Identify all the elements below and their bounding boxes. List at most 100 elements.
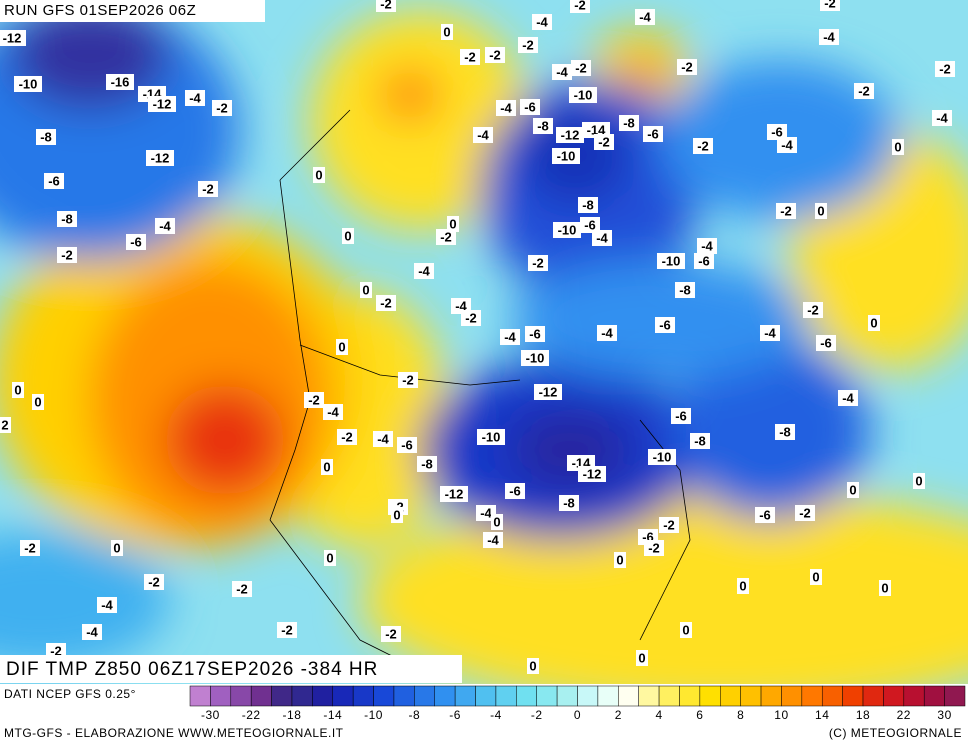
contour-label-box bbox=[520, 99, 540, 115]
contour-label: -12 bbox=[539, 384, 558, 399]
colorbar-cell bbox=[801, 685, 823, 707]
contour-label: 0 bbox=[315, 167, 322, 182]
contour-label: -4 bbox=[823, 29, 835, 44]
contour-label-box bbox=[144, 574, 164, 590]
contour-label: 0 bbox=[344, 228, 351, 243]
colorbar-cell bbox=[679, 685, 701, 707]
contour-label: 0 bbox=[616, 552, 623, 567]
colorbar-cell bbox=[352, 685, 374, 707]
contour-label-box bbox=[521, 350, 549, 366]
contour-label-box bbox=[477, 429, 505, 445]
contour-label-box bbox=[97, 597, 117, 613]
contour-label-box bbox=[473, 127, 493, 143]
contour-label: -10 bbox=[558, 222, 577, 237]
contour-label: -12 bbox=[3, 30, 22, 45]
contour-label: -2 bbox=[385, 626, 397, 641]
run-label: RUN GFS 01SEP2026 06Z bbox=[4, 2, 196, 19]
contour-label: -2 bbox=[202, 181, 214, 196]
contour-label: -6 bbox=[642, 529, 654, 544]
contour-label-box bbox=[398, 372, 418, 388]
contour-label-box bbox=[570, 0, 590, 13]
contour-label-box bbox=[304, 392, 324, 408]
contour-label-box bbox=[436, 229, 456, 245]
contour-label: -2 bbox=[780, 203, 792, 218]
colorbar-tick-label: 14 bbox=[815, 708, 829, 722]
contour-label-box bbox=[868, 315, 880, 331]
contour-label-box bbox=[336, 339, 348, 355]
colorbar-cell bbox=[271, 685, 293, 707]
contour-label: 0 bbox=[894, 139, 901, 154]
contour-label-box bbox=[838, 390, 858, 406]
contour-label-box bbox=[760, 325, 780, 341]
contour-label: -4 bbox=[455, 298, 467, 313]
contour-label-box bbox=[381, 626, 401, 642]
contour-label-box bbox=[571, 60, 591, 76]
contour-label: -4 bbox=[477, 127, 489, 142]
colorbar-cell bbox=[312, 685, 334, 707]
contour-label-box bbox=[232, 581, 252, 597]
contour-label: -4 bbox=[601, 325, 613, 340]
contour-label: -12 bbox=[151, 150, 170, 165]
contour-label-box bbox=[671, 408, 691, 424]
contour-label-box bbox=[485, 47, 505, 63]
title-box bbox=[0, 655, 462, 683]
header-box bbox=[0, 0, 265, 22]
contour-label: -10 bbox=[653, 449, 672, 464]
contour-label: -8 bbox=[421, 456, 433, 471]
contour-label: -10 bbox=[557, 148, 576, 163]
contour-label-box bbox=[643, 126, 663, 142]
contour-label-box bbox=[614, 552, 626, 568]
map-title: DIF TMP Z850 06Z17SEP2026 -384 HR bbox=[6, 659, 378, 680]
contour-label-box bbox=[553, 222, 581, 238]
contour-label: -2 bbox=[440, 229, 452, 244]
contour-label: -6 bbox=[509, 483, 521, 498]
contour-label: -4 bbox=[781, 137, 793, 152]
contour-label: -6 bbox=[659, 317, 671, 332]
contour-label: -12 bbox=[561, 127, 580, 142]
colorbar-cell bbox=[414, 685, 435, 707]
colorbar-cell bbox=[210, 685, 232, 707]
contour-label: -4 bbox=[101, 597, 113, 612]
contour-label: 0 bbox=[849, 482, 856, 497]
contour-label-box bbox=[697, 238, 717, 254]
contour-label: -6 bbox=[820, 335, 832, 350]
contour-label: 0 bbox=[338, 339, 345, 354]
contour-label: -10 bbox=[19, 76, 38, 91]
footer-right: (C) METEOGIORNALE bbox=[829, 726, 962, 740]
contour-label-box bbox=[106, 74, 134, 90]
colorbar-cell bbox=[821, 685, 843, 707]
contour-label-box bbox=[534, 384, 562, 400]
contour-label: -4 bbox=[86, 624, 98, 639]
contour-label-box bbox=[447, 216, 459, 232]
contour-label: -2 bbox=[522, 37, 534, 52]
colorbar-cell bbox=[638, 685, 660, 707]
contour-label-box bbox=[376, 295, 396, 311]
contour-label-box bbox=[767, 124, 787, 140]
contour-label: -4 bbox=[842, 390, 854, 405]
contour-label-box bbox=[532, 14, 552, 30]
colorbar-cell bbox=[495, 685, 517, 707]
contour-label-box bbox=[518, 37, 538, 53]
colorbar-cell bbox=[250, 685, 272, 707]
contour-label: -2 bbox=[598, 134, 610, 149]
contour-label: -2 bbox=[50, 643, 62, 658]
colorbar-cell bbox=[454, 685, 476, 707]
contour-label-box bbox=[776, 203, 796, 219]
colorbar-tick-label: -4 bbox=[490, 708, 502, 722]
colorbar-cell bbox=[699, 685, 721, 707]
contour-label-box bbox=[594, 134, 614, 150]
contour-label-box bbox=[690, 433, 710, 449]
colorbar-cell bbox=[781, 685, 803, 707]
colorbar-cell bbox=[883, 685, 905, 707]
contour-label: -2 bbox=[807, 302, 819, 317]
contour-label-box bbox=[635, 9, 655, 25]
contour-label-box bbox=[847, 482, 859, 498]
contour-label-box bbox=[460, 49, 480, 65]
contour-label: -8 bbox=[61, 211, 73, 226]
contour-label: -8 bbox=[679, 282, 691, 297]
contour-label-box bbox=[32, 394, 44, 410]
contour-label: -10 bbox=[526, 350, 545, 365]
contour-label-box bbox=[693, 138, 713, 154]
colorbar-cell bbox=[332, 685, 354, 707]
